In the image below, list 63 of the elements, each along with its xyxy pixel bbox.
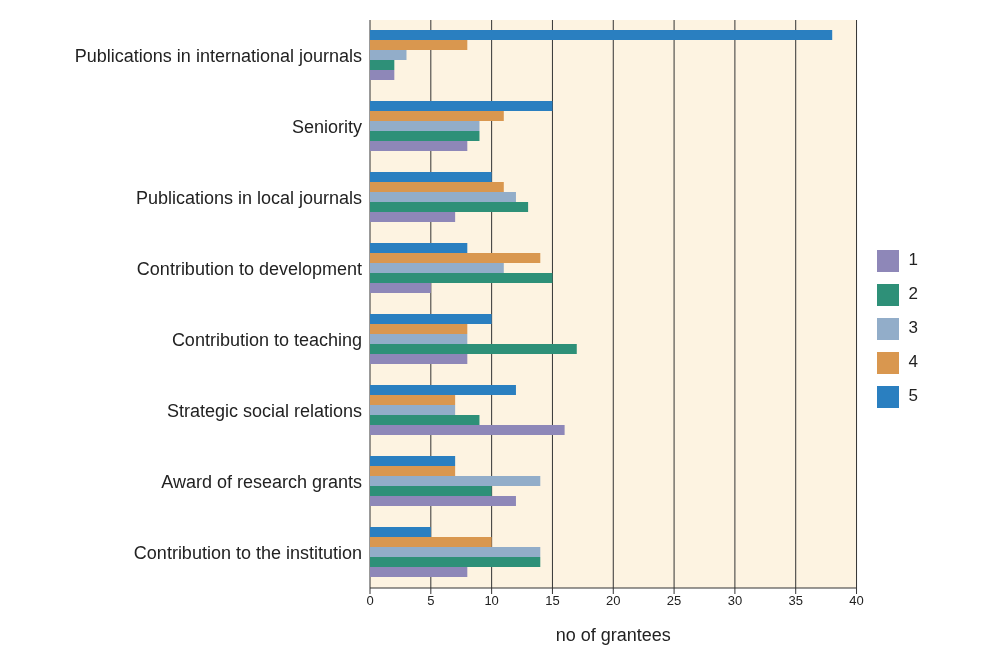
bar [370, 495, 516, 506]
x-tick-label: 0 [366, 593, 374, 609]
bar [370, 191, 516, 202]
bar [370, 424, 565, 435]
x-tick-label: 20 [606, 593, 621, 609]
x-tick-label: 35 [788, 593, 803, 609]
y-tick-label: Contribution to the institution [133, 542, 362, 563]
legend-label: 5 [908, 386, 918, 405]
legend-label: 3 [908, 318, 918, 337]
bar [370, 262, 504, 273]
bar [370, 69, 395, 80]
legend-label: 1 [908, 250, 918, 269]
x-tick-label: 10 [484, 593, 499, 609]
y-tick-label: Publications in international journals [74, 45, 362, 66]
bar [370, 384, 516, 395]
bar [370, 455, 456, 466]
bar [370, 465, 456, 476]
bar [370, 252, 541, 263]
y-tick-label: Seniority [291, 116, 362, 137]
bar [370, 323, 468, 334]
bar [370, 556, 541, 567]
legend-label: 2 [908, 284, 918, 303]
x-tick-label: 40 [849, 593, 864, 609]
bar [370, 39, 468, 50]
x-tick-label: 15 [545, 593, 560, 609]
legend-label: 4 [908, 352, 918, 371]
y-tick-label: Strategic social relations [166, 400, 362, 421]
bar [370, 282, 431, 293]
x-tick-label: 25 [666, 593, 682, 609]
bar [370, 394, 456, 405]
x-tick-label: 30 [727, 593, 743, 609]
bar [370, 181, 504, 192]
bar [370, 566, 468, 577]
bar [370, 313, 492, 324]
bar [370, 130, 480, 141]
bar [370, 272, 553, 283]
bar [370, 526, 431, 537]
bar [370, 485, 492, 496]
y-tick-label: Publications in local journals [135, 187, 362, 208]
bar [370, 211, 456, 222]
bar [370, 353, 468, 364]
bar [370, 140, 468, 151]
x-tick-label: 5 [427, 593, 435, 609]
y-tick-label: Award of research grants [161, 471, 362, 492]
bar [370, 414, 480, 425]
bar [370, 475, 541, 486]
bar [370, 29, 833, 40]
bar [370, 333, 468, 344]
bar [370, 404, 456, 415]
bar [370, 100, 553, 111]
bar [370, 536, 492, 547]
bar [370, 201, 529, 212]
bar [370, 110, 504, 121]
bar [370, 49, 407, 60]
bar [370, 120, 480, 131]
x-axis-title: no of grantees [555, 624, 671, 645]
y-tick-label: Contribution to teaching [171, 329, 362, 350]
bar [370, 546, 541, 557]
bar [370, 59, 395, 70]
y-tick-label: Contribution to development [136, 258, 362, 279]
bar [370, 242, 468, 253]
bar [370, 171, 492, 182]
bar [370, 343, 577, 354]
